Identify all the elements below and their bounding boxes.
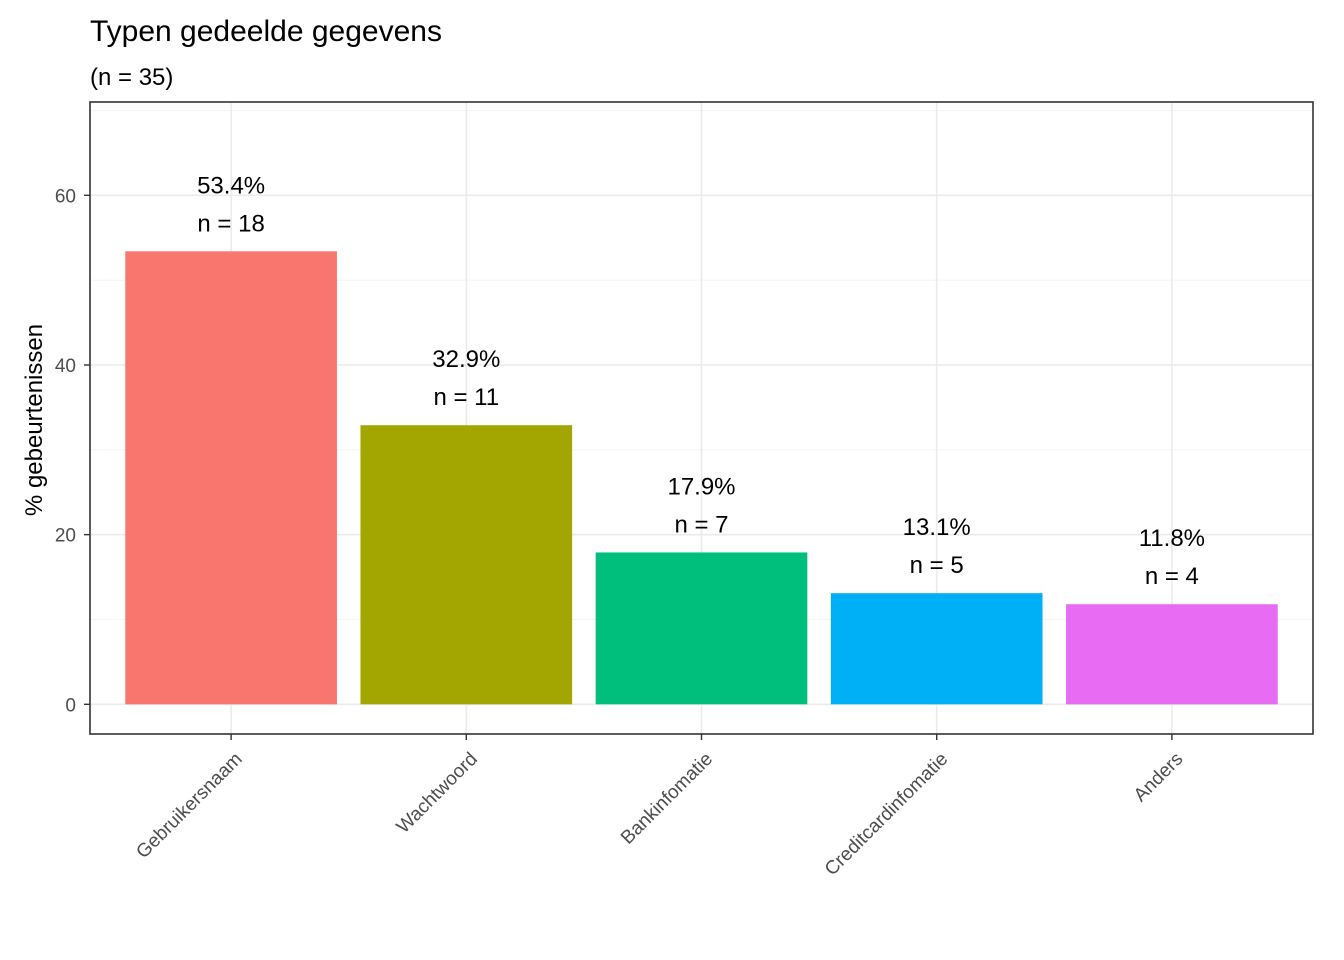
data-label-percent: 13.1%: [903, 514, 971, 541]
data-label-count: n = 7: [674, 511, 728, 538]
y-axis-title: % gebeurtenissen: [21, 324, 48, 516]
data-label-percent: 11.8%: [1139, 525, 1205, 552]
bar-gebruikersnaam: [125, 251, 337, 705]
chart-title: Typen gedeelde gegevens: [90, 15, 442, 48]
plot-panel: 53.4% n = 18 32.9% n = 11 17.9% n = 7 13.1% n =…: [55, 101, 1314, 880]
x-tick-label: Bankinfomatie: [617, 749, 717, 849]
bar-bankinfomatie: [595, 552, 808, 705]
y-tick-label: 20: [55, 526, 76, 547]
x-tick-label: Creditcardinfomatie: [821, 749, 952, 880]
data-label-count: n = 18: [197, 210, 264, 237]
x-tick-label: Gebruikersnaam: [132, 749, 246, 863]
data-label-percent: 53.4%: [197, 172, 265, 199]
bar-wachtwoord: [360, 425, 573, 705]
data-label-count: n = 4: [1145, 563, 1199, 590]
x-tick-label: Anders: [1130, 749, 1187, 806]
bar-creditcardinfomatie: [830, 593, 1043, 705]
data-label-count: n = 5: [910, 552, 964, 579]
bar-anders: [1066, 604, 1278, 705]
y-tick-label: 40: [55, 356, 76, 377]
data-label-percent: 32.9%: [432, 346, 500, 373]
y-tick-label: 60: [55, 186, 76, 207]
chart-subtitle: (n = 35): [90, 64, 173, 91]
x-tick-label: Wachtwoord: [393, 749, 482, 838]
y-tick-label: 0: [65, 695, 76, 716]
data-label-percent: 17.9%: [667, 473, 735, 500]
data-label-count: n = 11: [433, 384, 499, 411]
